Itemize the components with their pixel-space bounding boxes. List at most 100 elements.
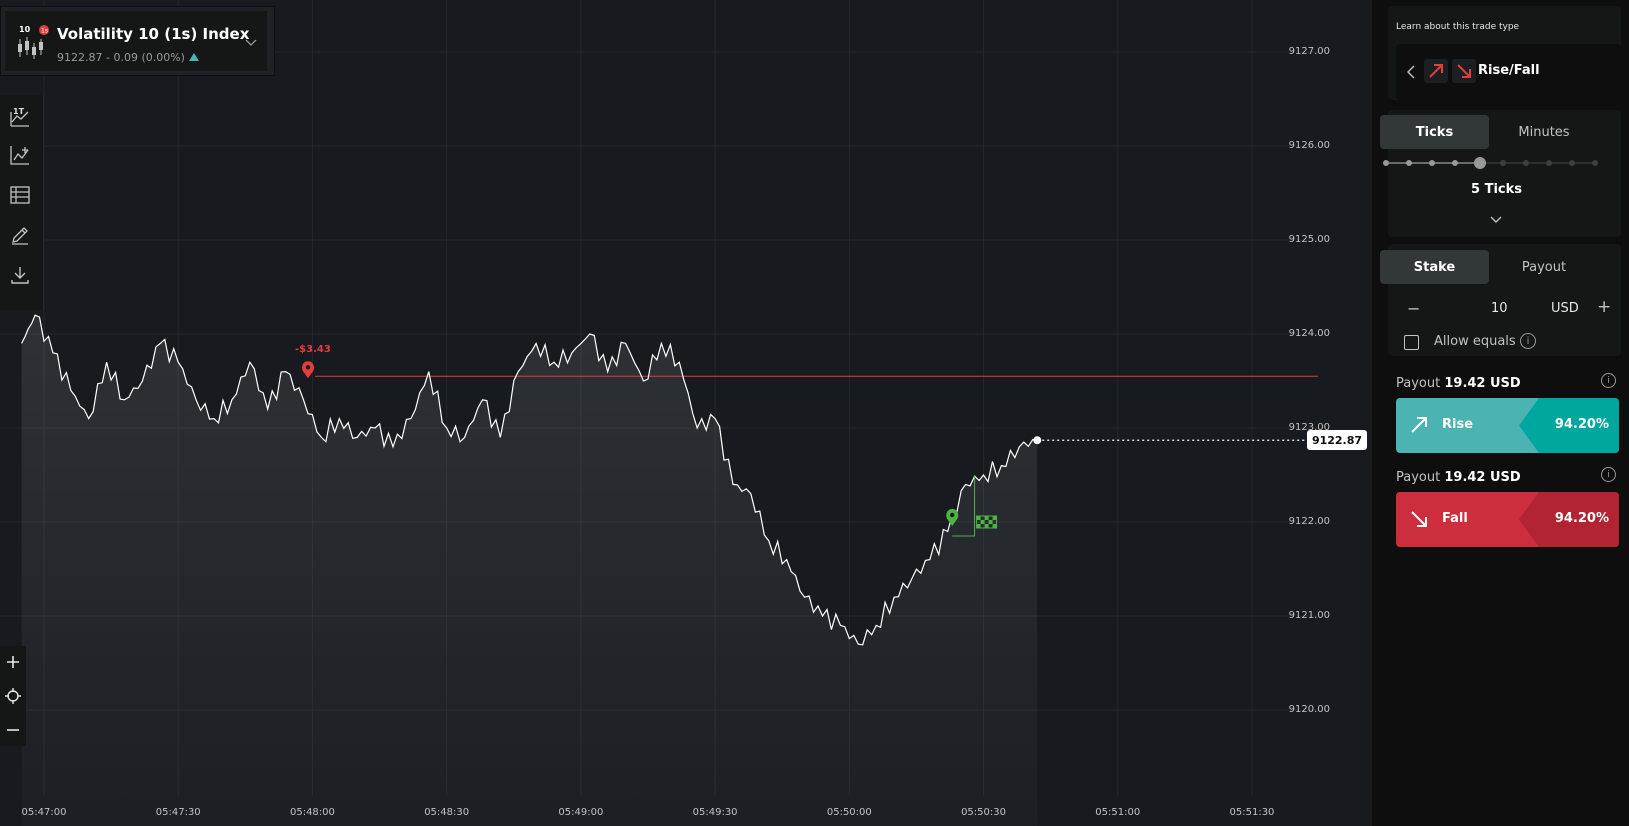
ticks-slider[interactable]: [1380, 155, 1605, 171]
zoom-out-button[interactable]: [0, 714, 26, 746]
contract-pnl-label: -$3.43: [295, 344, 331, 356]
stake-input[interactable]: − 10 USD +: [1395, 291, 1620, 329]
ticks-value: 5 Ticks: [1471, 182, 1522, 197]
duration-card: Ticks Minutes 5 Ticks: [1380, 110, 1621, 237]
tab-payout[interactable]: Payout: [1521, 259, 1567, 275]
chart-type-icon: [10, 111, 29, 127]
finish-flag-cell: [976, 516, 981, 520]
zoom-controls: [0, 646, 26, 746]
y-tick-label: 9122.00: [1288, 516, 1330, 527]
svg-text:1s: 1s: [41, 28, 48, 35]
contract-entry-marker[interactable]: [302, 361, 314, 379]
x-tick-label: 05:51:30: [1229, 807, 1275, 818]
download-icon: [11, 267, 29, 284]
price-area: [21, 315, 1038, 826]
finish-flag-cell: [976, 524, 981, 528]
rise-arrow-icon: [1411, 417, 1427, 433]
contract-marker[interactable]: [946, 509, 959, 526]
finish-flag-cell: [980, 520, 985, 524]
finish-flag-cell: [992, 524, 997, 528]
fall-payout: Payout 19.42 USD: [1396, 470, 1521, 485]
contract-duration-outline: [952, 475, 976, 537]
rise-label: Rise: [1442, 417, 1474, 432]
minus-icon[interactable]: −: [1407, 299, 1421, 318]
finish-flag-cell: [984, 516, 989, 520]
chart-toolbar: 1T: [0, 95, 44, 310]
chevron-down-icon[interactable]: [245, 33, 257, 46]
x-tick-label: 05:51:00: [1095, 807, 1141, 818]
recenter-button[interactable]: [0, 680, 26, 712]
current-price-dot: [1033, 436, 1042, 445]
x-tick-label: 05:48:30: [424, 807, 470, 818]
stake-currency: USD: [1551, 301, 1579, 316]
y-tick-label: 9126.00: [1288, 140, 1330, 151]
x-tick-label: 05:49:30: [692, 807, 738, 818]
zoom-in-button[interactable]: [0, 646, 26, 678]
y-tick-label: 9123.00: [1288, 422, 1330, 433]
y-tick-label: 9120.00: [1288, 704, 1330, 715]
indicators-button[interactable]: [6, 141, 34, 169]
y-tick-label: 9121.00: [1288, 610, 1330, 621]
symbol-badge: 10: [19, 25, 31, 34]
fall-label: Fall: [1442, 511, 1468, 526]
indicators-icon: [10, 146, 29, 165]
x-tick-label: 05:50:00: [826, 807, 872, 818]
trade-type-selector[interactable]: Rise/Fall: [1396, 44, 1621, 100]
chart-type-button[interactable]: 1T: [6, 99, 34, 127]
info-icon[interactable]: i: [1601, 467, 1616, 482]
contract-duration-box: [952, 475, 998, 537]
allow-equals-label: Allow equals: [1434, 334, 1516, 349]
finish-flag-cell: [992, 516, 997, 520]
candlestick-icon: 10 1s: [15, 23, 49, 61]
plus-icon: [7, 656, 19, 668]
y-tick-label: 9125.00: [1288, 234, 1330, 245]
templates-icon: [10, 186, 30, 204]
rise-button[interactable]: Rise 94.20%: [1396, 398, 1619, 453]
price-line: [21, 314, 1038, 646]
drawing-tools-button[interactable]: [6, 221, 34, 249]
finish-flag-cell: [988, 520, 993, 524]
crosshair-icon: [5, 688, 21, 704]
plus-icon[interactable]: +: [1597, 297, 1612, 317]
chart-area[interactable]: 9127.00 9126.00 9125.00 9124.00 9123.00 9122.…: [0, 0, 1372, 826]
trade-type-card: Learn about this trade type Rise/Fall: [1388, 6, 1621, 100]
fall-arrow-icon: [1452, 59, 1476, 83]
allow-equals-checkbox[interactable]: [1404, 335, 1419, 350]
y-tick-label: 9124.00: [1288, 328, 1330, 339]
price-up-icon: [188, 53, 199, 61]
stake-card: Stake Payout: [1380, 244, 1621, 356]
rise-percentage: 94.20%: [1554, 417, 1609, 432]
tab-ticks[interactable]: Ticks: [1380, 115, 1489, 149]
tick-interval-label: 1T: [13, 107, 25, 116]
chevron-down-icon[interactable]: [1489, 210, 1503, 229]
finish-flag-cell: [984, 524, 989, 528]
current-price-tag: 9122.87: [1307, 430, 1367, 451]
download-button[interactable]: [6, 261, 34, 289]
minus-icon: [7, 729, 19, 731]
x-tick-label: 05:47:00: [21, 807, 67, 818]
x-tick-label: 05:50:30: [961, 807, 1006, 818]
y-tick-label: 9127.00: [1288, 46, 1330, 57]
learn-trade-type-link[interactable]: Learn about this trade type: [1396, 22, 1520, 32]
fall-button[interactable]: Fall 94.20%: [1396, 492, 1619, 547]
symbol-name: Volatility 10 (1s) Index: [57, 25, 250, 43]
info-icon[interactable]: i: [1601, 373, 1616, 388]
x-tick-label: 05:48:00: [289, 807, 335, 818]
symbol-quote: 9122.87 - 0.09 (0.00%): [57, 51, 199, 64]
stake-value[interactable]: 10: [1491, 301, 1508, 316]
templates-button[interactable]: [6, 181, 34, 209]
tab-minutes[interactable]: Minutes: [1518, 124, 1570, 140]
rise-arrow-icon: [1424, 59, 1448, 83]
fall-percentage: 94.20%: [1554, 511, 1609, 526]
trade-type-label: Rise/Fall: [1478, 63, 1540, 78]
chevron-left-icon[interactable]: [1406, 63, 1416, 81]
info-icon[interactable]: i: [1520, 333, 1536, 349]
rise-payout: Payout 19.42 USD: [1396, 376, 1521, 391]
symbol-selector[interactable]: 10 1s Volatility 10 (1s) Index 9122: [0, 6, 275, 76]
price-chart[interactable]: [0, 0, 1372, 826]
finish-flag-icon: [976, 515, 998, 529]
tab-stake[interactable]: Stake: [1380, 250, 1489, 284]
drawing-tools-icon: [12, 227, 28, 245]
x-tick-label: 05:47:30: [155, 807, 201, 818]
fall-arrow-icon: [1411, 511, 1427, 527]
